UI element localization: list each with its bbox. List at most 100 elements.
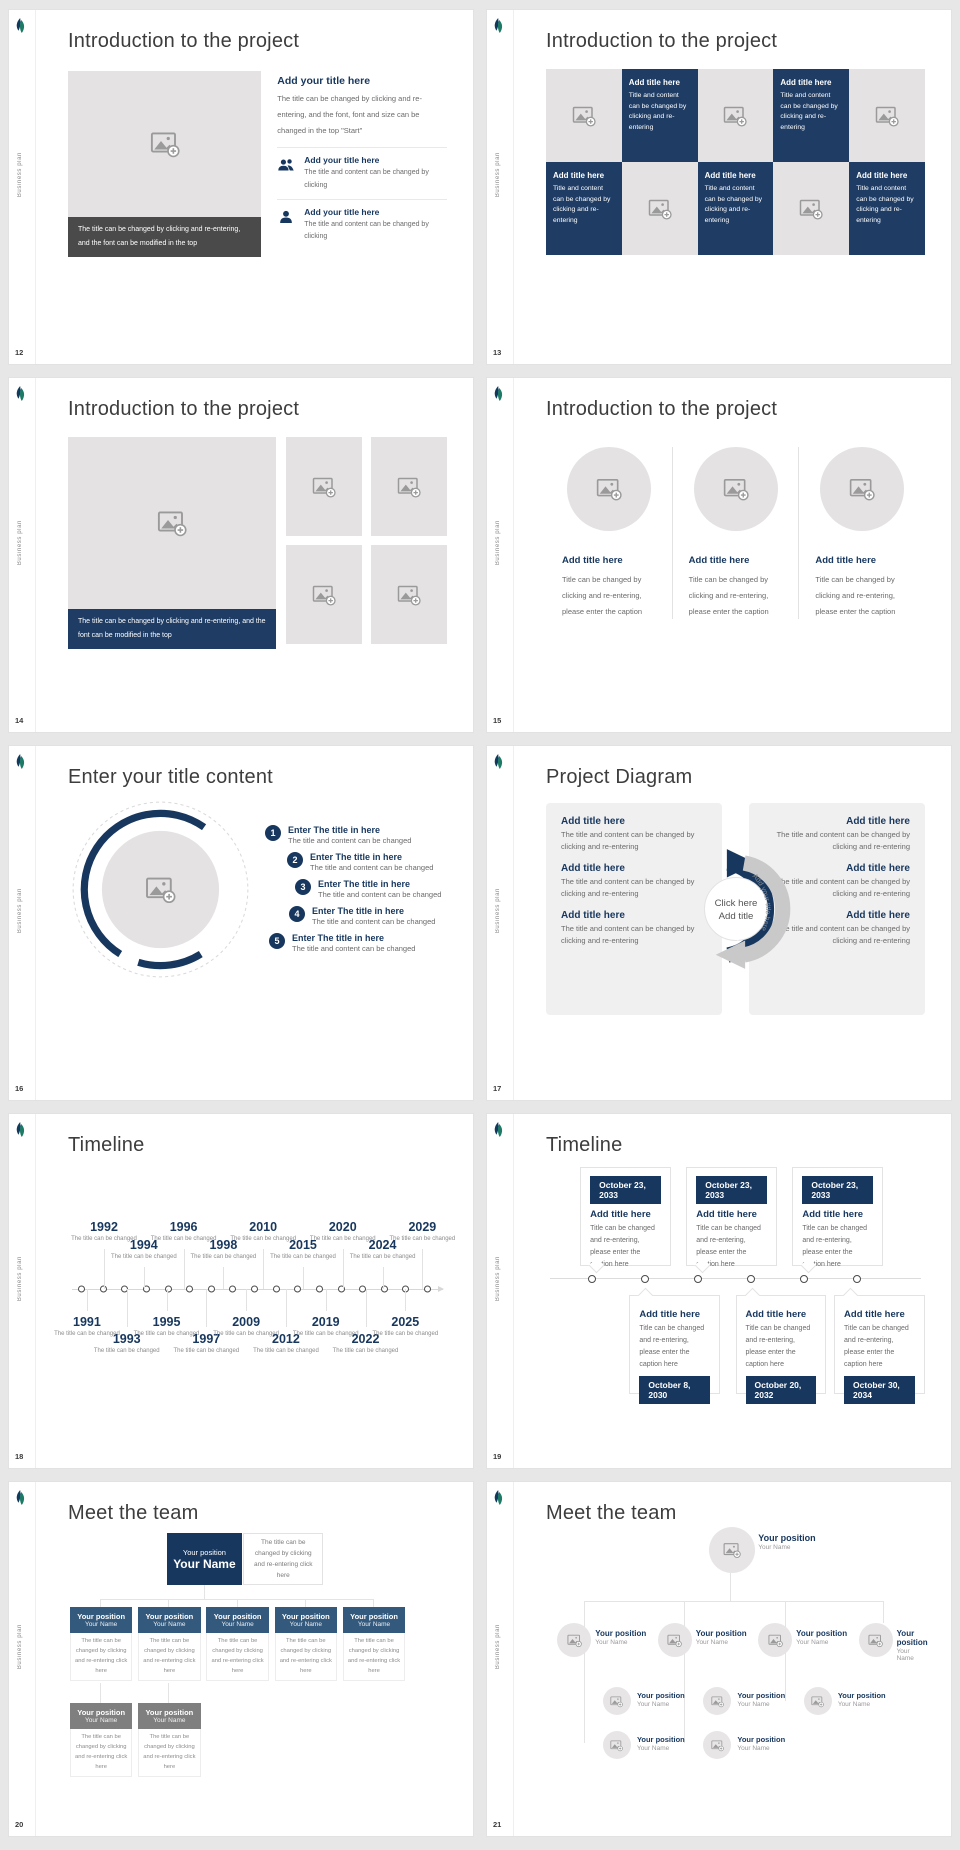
- org-member-label: Your position Your Name: [737, 1691, 786, 1708]
- sidebar-vertical-label: Business plan: [17, 887, 23, 933]
- slide-18-thumbnail[interactable]: Business plan 18 Timeline: [8, 1113, 474, 1469]
- item-body: The title and content can be changed by …: [776, 830, 910, 851]
- image-placeholder[interactable]: [820, 447, 905, 531]
- sidebar-vertical-label: Business plan: [495, 151, 501, 197]
- slide-15-thumbnail[interactable]: Business plan 15 Introduction to the pro…: [486, 377, 952, 733]
- image-placeholder[interactable]: [286, 545, 363, 644]
- timeline-callout: Add title here Title can be changed and …: [834, 1295, 925, 1404]
- timeline-diagram: 1992 The title can be changed 1994 The tit…: [54, 1171, 455, 1407]
- item-heading: Add title here: [846, 816, 910, 827]
- org-member-label: Your position Your Name: [796, 1629, 848, 1646]
- slide-17-thumbnail[interactable]: Business plan 17 Project Diagram Add tit…: [486, 745, 952, 1101]
- item-heading: Enter The title in here: [292, 932, 385, 943]
- image-placeholder[interactable]: [703, 1731, 732, 1759]
- brand-logo-icon: [492, 753, 505, 770]
- cell-heading: Add title here: [856, 171, 908, 180]
- image-placeholder[interactable]: [371, 437, 447, 536]
- page-number: 19: [493, 1452, 502, 1461]
- cell-body: Title and content can be changed by clic…: [704, 185, 763, 224]
- date-chip: October 20, 2032: [745, 1375, 817, 1404]
- image-placeholder[interactable]: [708, 1527, 755, 1573]
- callout-heading: Add title here: [745, 1309, 807, 1320]
- image-placeholder[interactable]: [602, 1731, 631, 1759]
- slide-side-strip: Business plan 15: [487, 378, 514, 732]
- step-number-badge: 1: [265, 824, 281, 841]
- image-placeholder[interactable]: [68, 71, 262, 217]
- feature-column: Add title here Title can be changed by c…: [671, 447, 799, 620]
- slide-title: Introduction to the project: [68, 398, 300, 420]
- right-panel: Add title here The title and content can…: [748, 803, 925, 1015]
- timeline-tick: [799, 1275, 808, 1283]
- date-chip: October 23, 2033: [590, 1176, 662, 1204]
- timeline-year: 2024 The title can be changed: [349, 1238, 416, 1260]
- image-placeholder-icon: [648, 199, 672, 220]
- step-number-badge: 5: [269, 932, 285, 949]
- sidebar-vertical-label: Business plan: [495, 519, 501, 565]
- org-member-label: Your position Your Name: [636, 1691, 685, 1708]
- timeline-diagram: October 23, 2033 Add title here Title ca…: [546, 1167, 925, 1407]
- image-placeholder[interactable]: [697, 69, 774, 162]
- org-member-label: Your position Your Name: [595, 1629, 647, 1646]
- sidebar-vertical-label: Business plan: [17, 1255, 23, 1301]
- callout-body: Title can be changed and re-entering, pl…: [590, 1225, 655, 1268]
- timeline-ticks: [78, 1285, 431, 1293]
- timeline-callout: October 23, 2033 Add title here Title ca…: [792, 1167, 884, 1268]
- image-placeholder[interactable]: [773, 162, 850, 255]
- slide-19-thumbnail[interactable]: Business plan 19 Timeline October 23, 20…: [486, 1113, 952, 1469]
- cycle-arrows-diagram[interactable]: Add your title here Add your title here …: [670, 843, 802, 975]
- image-placeholder[interactable]: [858, 1623, 893, 1657]
- cell-body: Title and content can be changed by clic…: [856, 185, 914, 224]
- image-placeholder-icon: [158, 511, 187, 537]
- page-number: 21: [493, 1820, 502, 1829]
- image-placeholder[interactable]: [286, 437, 363, 536]
- org-root-node: Your position Your Name: [166, 1533, 243, 1585]
- slide-16-thumbnail[interactable]: Business plan 16 Enter your title conten…: [8, 745, 474, 1101]
- numbered-item: 3 Enter The title in here The title and c…: [295, 878, 447, 899]
- slide-title: Project Diagram: [546, 766, 693, 788]
- date-chip: October 30, 2034: [844, 1375, 915, 1404]
- brand-logo-icon: [492, 1121, 505, 1138]
- item-heading: Add title here: [846, 863, 910, 874]
- image-placeholder[interactable]: [557, 1623, 592, 1657]
- image-placeholder[interactable]: [657, 1623, 692, 1657]
- slide-side-strip: Business plan 13: [487, 10, 514, 364]
- image-placeholder[interactable]: [566, 447, 651, 531]
- feature-column: Add title here Title can be changed by c…: [546, 447, 672, 619]
- sidebar-vertical-label: Business plan: [495, 1623, 501, 1669]
- image-placeholder[interactable]: [546, 69, 622, 162]
- date-chip: October 23, 2033: [696, 1176, 768, 1204]
- feature-column: Add title here Title can be changed by c…: [798, 447, 925, 620]
- brand-logo-icon: [492, 17, 505, 34]
- timeline-axis: [549, 1278, 922, 1279]
- image-placeholder[interactable]: [621, 162, 698, 255]
- slide-13-thumbnail[interactable]: Business plan 13 Introduction to the pro…: [486, 9, 952, 365]
- image-placeholder[interactable]: [758, 1623, 793, 1657]
- timeline-tick: [640, 1275, 649, 1283]
- date-chip: October 8, 2030: [639, 1375, 711, 1404]
- page-number: 20: [15, 1820, 24, 1829]
- org-chart: Your position Your Name Your position You…: [546, 1527, 928, 1785]
- org-member-label: Your position Your Name: [737, 1735, 786, 1752]
- sidebar-vertical-label: Business plan: [17, 519, 23, 565]
- slide-title: Timeline: [546, 1134, 623, 1156]
- page-number: 13: [493, 348, 502, 357]
- slide-20-thumbnail[interactable]: Business plan 20 Meet the team Your posi…: [8, 1481, 474, 1837]
- slide-12-thumbnail[interactable]: Business plan 12 Introduction to the pro…: [8, 9, 474, 365]
- slide-14-thumbnail[interactable]: Business plan 14 Introduction to the pro…: [8, 377, 474, 733]
- sidebar-vertical-label: Business plan: [495, 887, 501, 933]
- item-body: The title and content can be changed by …: [561, 877, 695, 898]
- image-placeholder[interactable]: [703, 1687, 732, 1715]
- image-placeholder[interactable]: [693, 447, 778, 531]
- slide-21-thumbnail[interactable]: Business plan 21 Meet the team Your posi…: [486, 1481, 952, 1837]
- image-placeholder[interactable]: [803, 1687, 832, 1715]
- cell-body: Title and content can be changed by clic…: [628, 92, 687, 131]
- cell-heading: Add title here: [628, 78, 680, 87]
- image-placeholder[interactable]: [849, 69, 925, 162]
- numbered-item: 4 Enter The title in here The title and c…: [289, 905, 447, 926]
- image-placeholder[interactable]: [68, 437, 277, 609]
- image-placeholder[interactable]: [371, 545, 447, 644]
- image-placeholder[interactable]: [602, 1687, 631, 1715]
- org-member: Your position Your Name The title can be …: [69, 1703, 133, 1778]
- image-placeholder-icon: [723, 1543, 741, 1558]
- callout-body: Title can be changed and re-entering, pl…: [696, 1225, 761, 1268]
